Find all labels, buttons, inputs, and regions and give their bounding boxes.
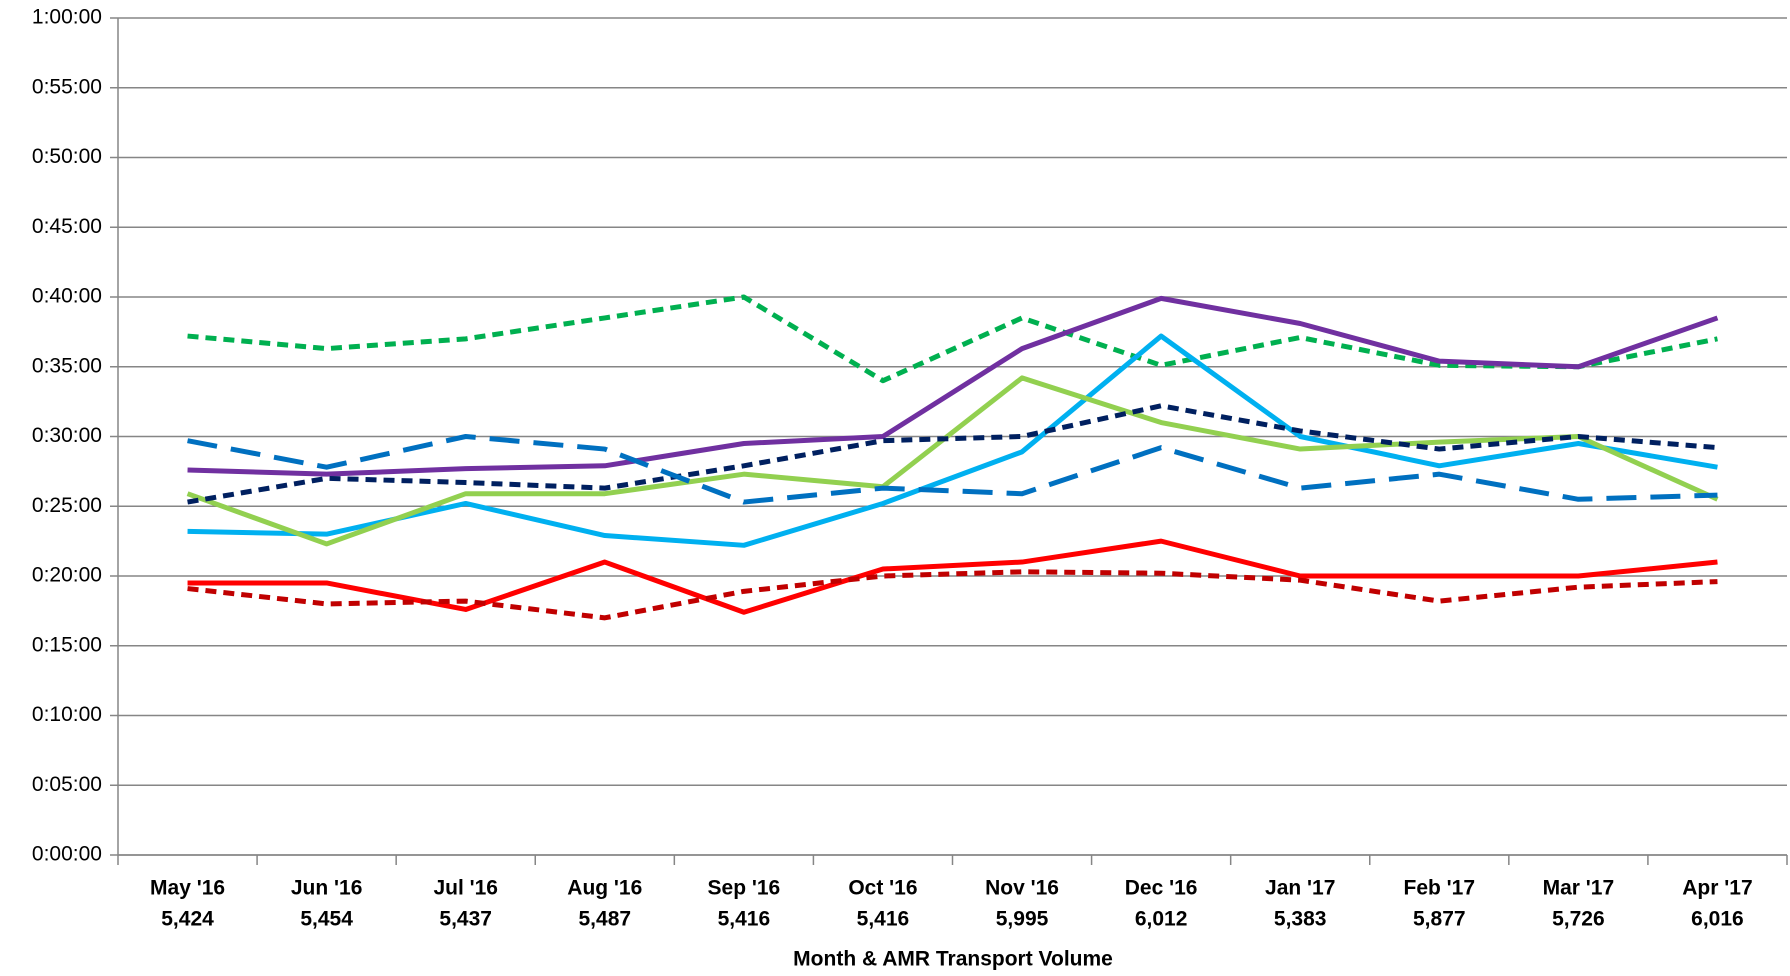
x-tick-label: Jul '16 bbox=[433, 877, 498, 900]
y-tick-label: 0:00:00 bbox=[32, 843, 102, 866]
x-tick-label: Apr '17 bbox=[1682, 877, 1752, 900]
y-tick-label: 0:25:00 bbox=[32, 494, 102, 517]
series-line bbox=[187, 294, 1718, 384]
x-tick-volume: 5,437 bbox=[439, 908, 492, 931]
x-tick-volume: 5,726 bbox=[1552, 908, 1605, 931]
x-tick-volume: 5,877 bbox=[1413, 908, 1466, 931]
series-line bbox=[187, 295, 1719, 477]
x-tick-label: Sep '16 bbox=[708, 877, 781, 900]
x-tick-volume: 5,383 bbox=[1274, 908, 1327, 931]
x-tick-label: Jan '17 bbox=[1265, 877, 1335, 900]
y-tick-label: 0:55:00 bbox=[32, 75, 102, 98]
x-tick-label: Mar '17 bbox=[1543, 877, 1615, 900]
y-tick-label: 0:40:00 bbox=[32, 285, 102, 308]
x-tick-label: Jun '16 bbox=[291, 877, 363, 900]
x-tick-volume: 5,424 bbox=[161, 908, 214, 931]
series-line bbox=[187, 569, 1718, 621]
y-tick-label: 0:50:00 bbox=[32, 145, 102, 168]
y-tick-label: 0:10:00 bbox=[32, 703, 102, 726]
x-tick-volume: 6,016 bbox=[1691, 908, 1744, 931]
series-line bbox=[187, 538, 1718, 615]
series-line bbox=[187, 333, 1718, 548]
x-tick-volume: 6,012 bbox=[1135, 908, 1188, 931]
x-tick-label: Feb '17 bbox=[1404, 877, 1476, 900]
x-tick-label: Nov '16 bbox=[985, 877, 1059, 900]
x-tick-volume: 5,454 bbox=[300, 908, 353, 931]
series-line bbox=[187, 403, 1718, 505]
x-tick-volume: 5,995 bbox=[996, 908, 1049, 931]
y-tick-label: 0:30:00 bbox=[32, 424, 102, 447]
x-tick-volume: 5,416 bbox=[718, 908, 771, 931]
x-tick-label: May '16 bbox=[150, 877, 225, 900]
y-tick-label: 0:45:00 bbox=[32, 215, 102, 238]
y-tick-label: 0:15:00 bbox=[32, 633, 102, 656]
x-axis-title: Month & AMR Transport Volume bbox=[793, 948, 1113, 971]
y-tick-label: 0:20:00 bbox=[32, 564, 102, 587]
x-tick-label: Aug '16 bbox=[567, 877, 642, 900]
y-tick-label: 0:05:00 bbox=[32, 773, 102, 796]
x-tick-label: Oct '16 bbox=[848, 877, 917, 900]
x-tick-label: Dec '16 bbox=[1125, 877, 1198, 900]
series-line bbox=[186, 375, 1719, 547]
x-tick-volume: 5,487 bbox=[579, 908, 632, 931]
y-tick-label: 0:35:00 bbox=[32, 354, 102, 377]
x-tick-volume: 5,416 bbox=[857, 908, 910, 931]
y-tick-label: 1:00:00 bbox=[32, 6, 102, 29]
